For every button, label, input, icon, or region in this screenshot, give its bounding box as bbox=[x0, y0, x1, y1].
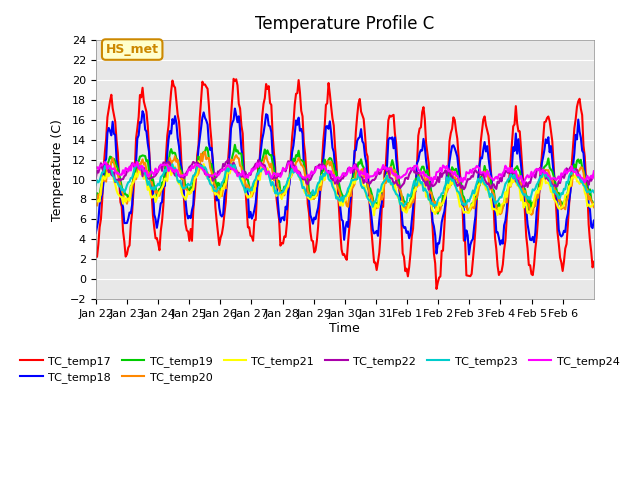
TC_temp23 bbox=[369, 204, 376, 210]
TC_temp21 bbox=[370, 212, 378, 218]
TC_temp18 bbox=[590, 217, 598, 223]
TC_temp24 bbox=[589, 176, 596, 181]
TC_temp24 bbox=[524, 172, 531, 178]
TC_temp19 bbox=[124, 196, 132, 202]
TC_temp18 bbox=[524, 221, 531, 227]
TC_temp17 bbox=[524, 245, 531, 251]
TC_temp19 bbox=[589, 199, 596, 205]
TC_temp23 bbox=[124, 180, 132, 185]
TC_temp23 bbox=[449, 177, 457, 182]
TC_temp22 bbox=[589, 175, 596, 180]
TC_temp22 bbox=[590, 171, 598, 177]
TC_temp24 bbox=[448, 169, 456, 175]
TC_temp23 bbox=[92, 182, 100, 188]
Text: HS_met: HS_met bbox=[106, 43, 159, 56]
TC_temp21 bbox=[349, 176, 357, 182]
Y-axis label: Temperature (C): Temperature (C) bbox=[51, 119, 64, 220]
Line: TC_temp17: TC_temp17 bbox=[96, 79, 594, 289]
TC_temp24 bbox=[124, 168, 132, 174]
Line: TC_temp18: TC_temp18 bbox=[96, 108, 594, 254]
TC_temp23 bbox=[589, 187, 596, 193]
TC_temp19 bbox=[349, 177, 357, 183]
TC_temp21 bbox=[590, 201, 598, 207]
TC_temp22 bbox=[524, 184, 531, 190]
TC_temp20 bbox=[201, 149, 209, 155]
TC_temp19 bbox=[524, 195, 531, 201]
TC_temp20 bbox=[109, 155, 116, 161]
TC_temp17 bbox=[92, 254, 100, 260]
TC_temp20 bbox=[349, 184, 357, 190]
TC_temp17 bbox=[449, 114, 457, 120]
TC_temp22 bbox=[124, 168, 132, 174]
Line: TC_temp24: TC_temp24 bbox=[96, 162, 594, 184]
TC_temp19 bbox=[434, 211, 442, 216]
TC_temp18 bbox=[349, 168, 357, 174]
TC_temp19 bbox=[92, 198, 100, 204]
TC_temp19 bbox=[231, 142, 239, 148]
TC_temp20 bbox=[590, 204, 598, 210]
TC_temp20 bbox=[92, 202, 100, 207]
TC_temp17 bbox=[590, 259, 598, 264]
TC_temp18 bbox=[124, 216, 132, 222]
TC_temp22 bbox=[425, 187, 433, 192]
TC_temp19 bbox=[590, 203, 598, 209]
TC_temp17 bbox=[109, 105, 116, 111]
TC_temp24 bbox=[349, 166, 357, 171]
TC_temp18 bbox=[231, 106, 239, 111]
TC_temp17 bbox=[433, 286, 440, 292]
TC_temp20 bbox=[448, 168, 456, 174]
X-axis label: Time: Time bbox=[330, 322, 360, 335]
TC_temp19 bbox=[109, 159, 116, 165]
Legend: TC_temp17, TC_temp18, TC_temp19, TC_temp20, TC_temp21, TC_temp22, TC_temp23, TC_: TC_temp17, TC_temp18, TC_temp19, TC_temp… bbox=[16, 351, 624, 387]
TC_temp17 bbox=[124, 245, 132, 251]
TC_temp18 bbox=[448, 143, 456, 149]
TC_temp23 bbox=[349, 177, 357, 183]
TC_temp21 bbox=[524, 210, 531, 216]
TC_temp18 bbox=[589, 225, 596, 231]
TC_temp24 bbox=[134, 159, 141, 165]
Line: TC_temp19: TC_temp19 bbox=[96, 145, 594, 214]
TC_temp22 bbox=[449, 177, 457, 183]
Line: TC_temp21: TC_temp21 bbox=[96, 161, 594, 215]
TC_temp17 bbox=[230, 76, 237, 82]
TC_temp23 bbox=[109, 172, 116, 178]
TC_temp23 bbox=[590, 189, 598, 195]
Line: TC_temp20: TC_temp20 bbox=[96, 152, 594, 215]
TC_temp24 bbox=[92, 165, 100, 171]
TC_temp20 bbox=[589, 201, 596, 206]
TC_temp21 bbox=[449, 180, 457, 186]
TC_temp24 bbox=[590, 168, 598, 174]
Line: TC_temp23: TC_temp23 bbox=[96, 164, 594, 207]
TC_temp22 bbox=[349, 169, 357, 175]
TC_temp20 bbox=[522, 199, 530, 204]
Line: TC_temp22: TC_temp22 bbox=[96, 159, 594, 190]
TC_temp17 bbox=[349, 168, 357, 173]
TC_temp17 bbox=[589, 264, 596, 270]
TC_temp21 bbox=[109, 171, 116, 177]
TC_temp20 bbox=[527, 212, 535, 217]
Title: Temperature Profile C: Temperature Profile C bbox=[255, 15, 435, 33]
TC_temp21 bbox=[195, 158, 202, 164]
TC_temp24 bbox=[520, 181, 527, 187]
TC_temp21 bbox=[124, 196, 132, 202]
TC_temp22 bbox=[109, 173, 116, 179]
TC_temp22 bbox=[92, 176, 100, 181]
TC_temp22 bbox=[225, 156, 232, 162]
TC_temp21 bbox=[92, 198, 100, 204]
TC_temp23 bbox=[168, 161, 176, 167]
TC_temp18 bbox=[465, 252, 473, 257]
TC_temp21 bbox=[589, 202, 596, 207]
TC_temp18 bbox=[92, 230, 100, 236]
TC_temp19 bbox=[449, 167, 457, 172]
TC_temp18 bbox=[109, 119, 116, 124]
TC_temp20 bbox=[124, 195, 132, 201]
TC_temp23 bbox=[524, 196, 531, 202]
TC_temp24 bbox=[109, 166, 116, 172]
